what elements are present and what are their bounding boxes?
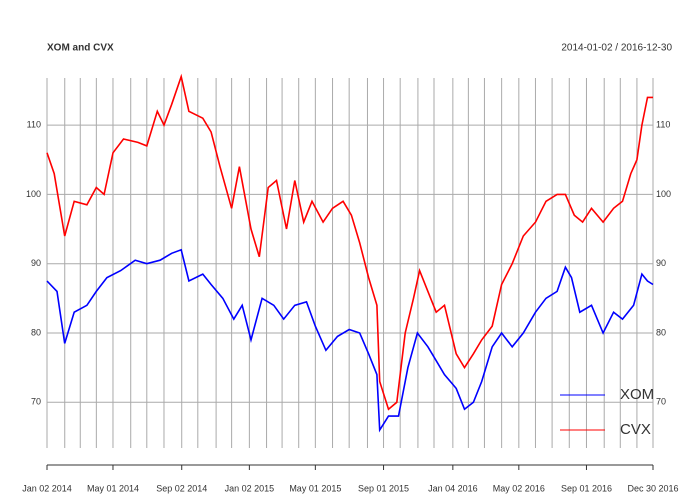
legend-label: XOM <box>620 386 654 403</box>
y-tick-label: 90 <box>31 258 41 268</box>
date-range: 2014-01-02 / 2016-12-30 <box>561 43 672 54</box>
x-tick-label: Jan 02 2015 <box>225 483 275 493</box>
x-tick-label: Jan 02 2014 <box>22 483 72 493</box>
x-tick-label: Sep 02 2014 <box>156 483 207 493</box>
legend-label: CVX <box>620 421 651 438</box>
x-tick-label: Sep 01 2016 <box>561 483 612 493</box>
x-tick-label: May 01 2014 <box>87 483 139 493</box>
x-tick-label: Sep 01 2015 <box>358 483 409 493</box>
chart-title: XOM and CVX <box>47 43 114 54</box>
y-tick-label-right: 80 <box>656 327 666 337</box>
y-tick-label: 110 <box>27 119 41 129</box>
y-tick-label-right: 100 <box>656 189 671 199</box>
series-line <box>46 73 653 411</box>
x-tick-label: Jan 04 2016 <box>428 483 478 493</box>
y-tick-label-right: 90 <box>656 258 666 268</box>
y-tick-label-right: 110 <box>656 119 670 129</box>
x-tick-label: May 01 2015 <box>289 483 341 493</box>
y-tick-label: 100 <box>26 189 41 199</box>
series-line <box>46 248 654 433</box>
x-tick-label: Dec 30 2016 <box>627 483 678 493</box>
y-tick-label: 80 <box>31 327 41 337</box>
y-tick-label-right: 70 <box>656 397 666 407</box>
y-tick-label: 70 <box>31 397 41 407</box>
x-tick-label: May 02 2016 <box>493 483 545 493</box>
